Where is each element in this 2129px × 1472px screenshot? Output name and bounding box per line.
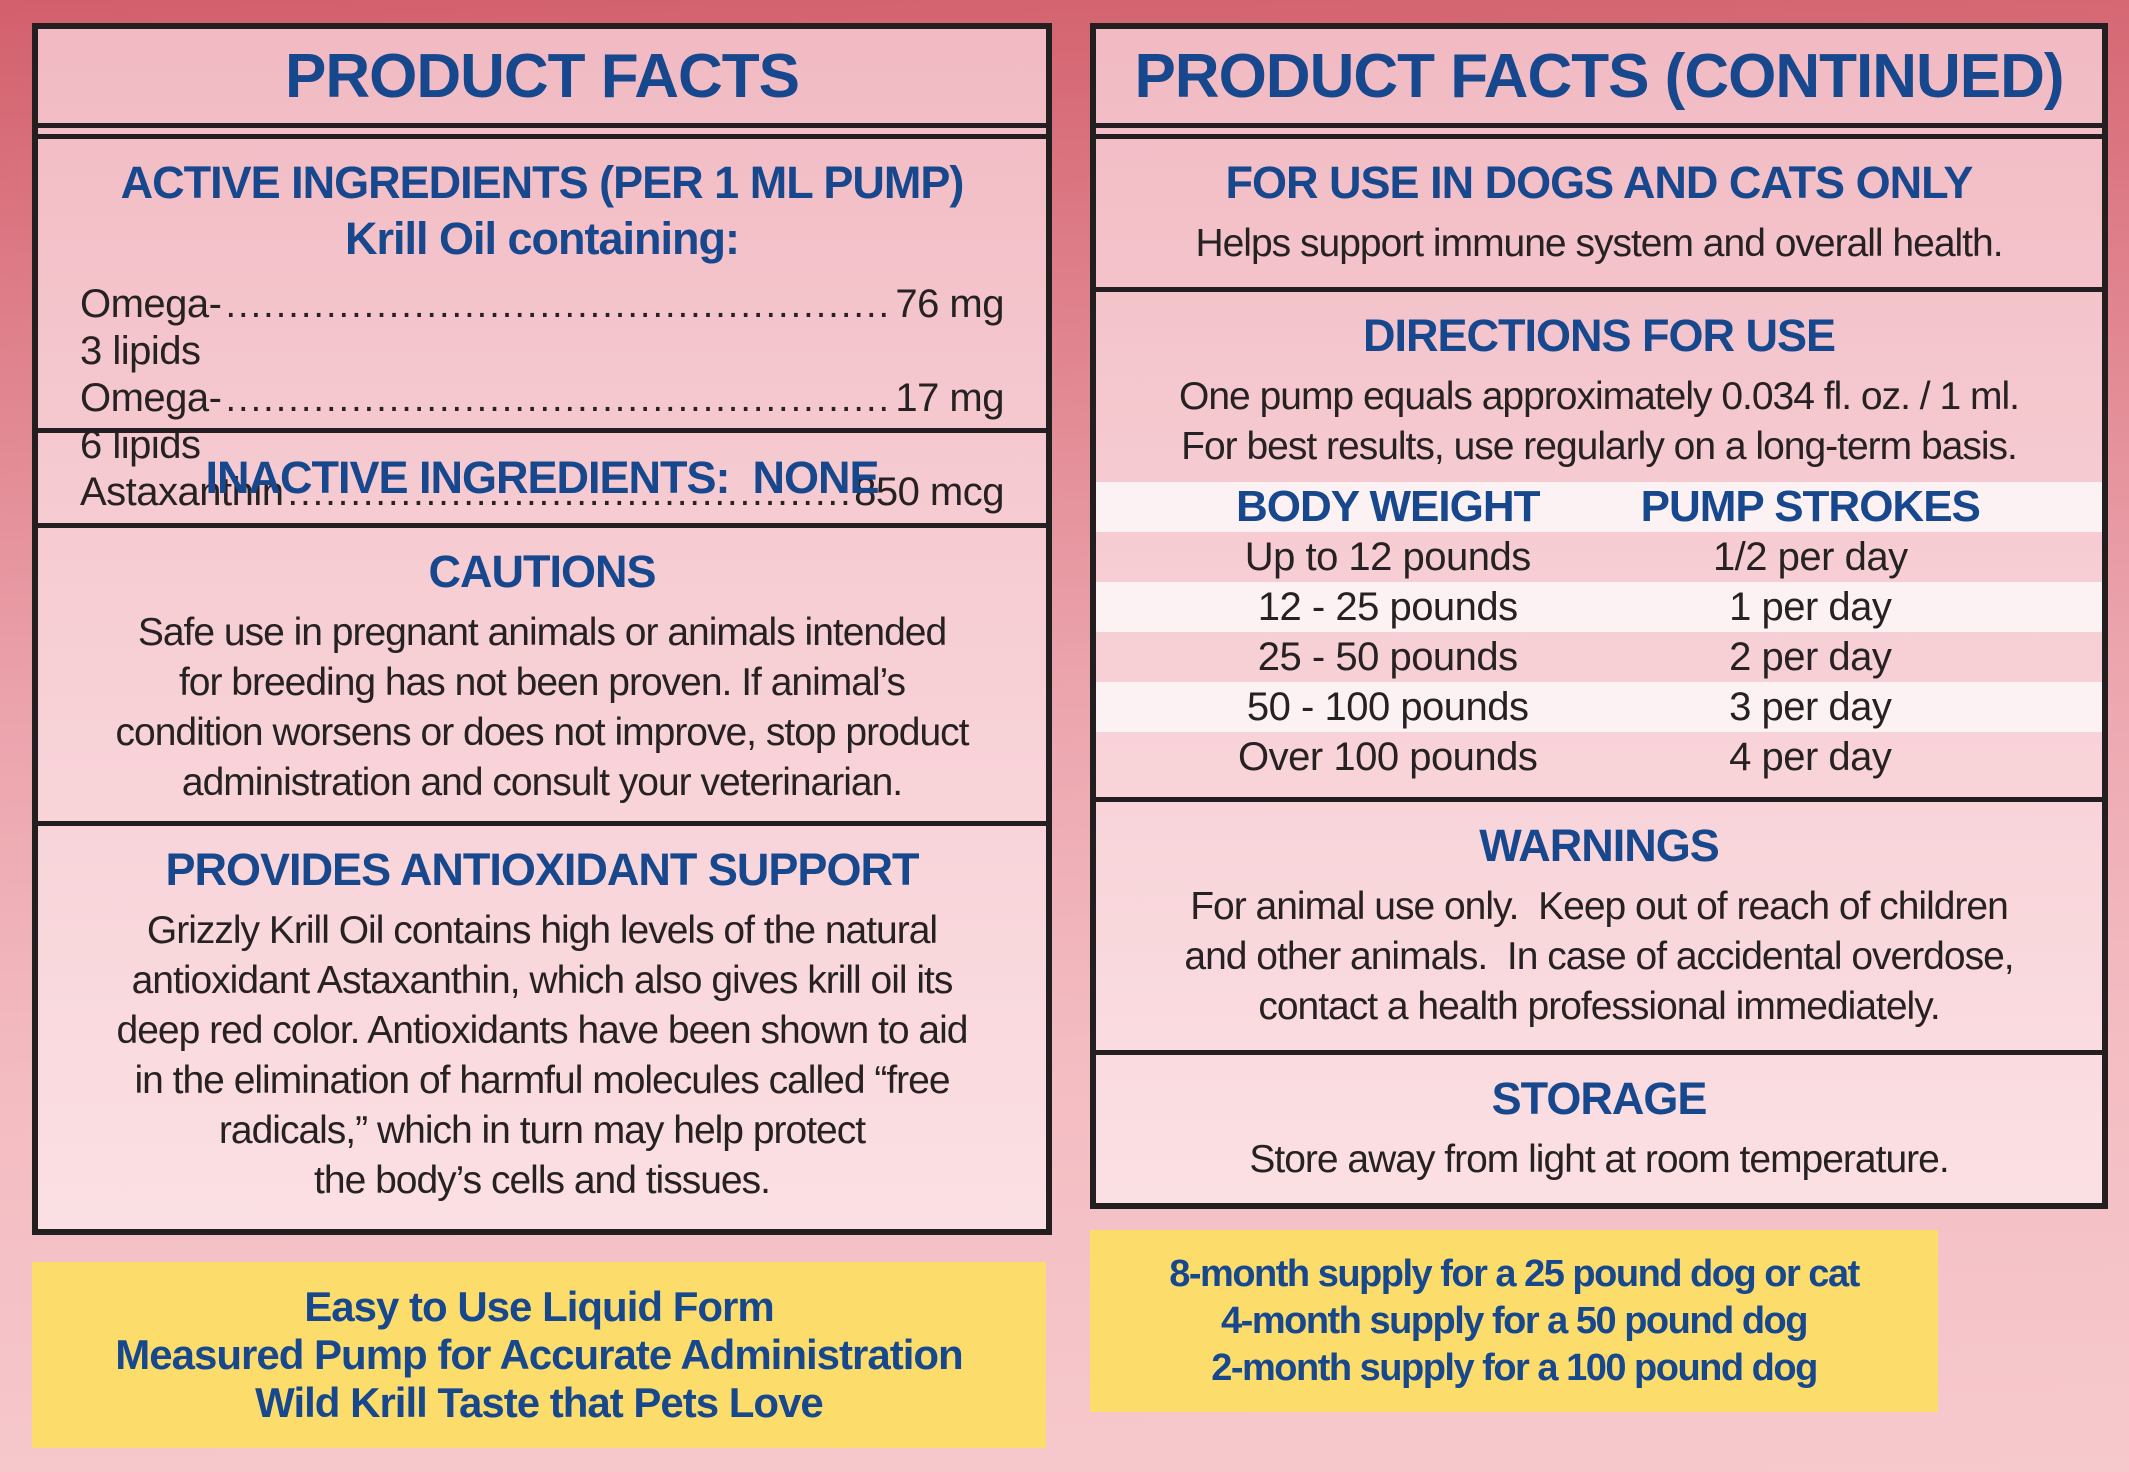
dot-leader [226, 281, 892, 329]
pump-strokes-cell: 2 per day [1729, 634, 1892, 679]
table-row: Over 100 pounds 4 per day [1096, 732, 2102, 782]
double-rule [1096, 134, 2102, 139]
ingredient-row: Astaxanthin 850 mcg [80, 469, 1004, 517]
product-facts-panel: PRODUCT FACTS ACTIVE INGREDIENTS (PER 1 … [32, 23, 1052, 1235]
warnings-heading: WARNINGS [1479, 820, 1720, 871]
section-cautions: CAUTIONS Safe use in pregnant animals or… [38, 523, 1046, 821]
highlight-box-left: Easy to Use Liquid Form Measured Pump fo… [32, 1262, 1046, 1448]
section-active-ingredients: ACTIVE INGREDIENTS (PER 1 ML PUMP) Krill… [38, 139, 1046, 514]
pump-strokes-cell: 1/2 per day [1712, 534, 1908, 579]
section-storage: STORAGE Store away from light at room te… [1096, 1050, 2102, 1203]
for-use-body: Helps support immune system and overall … [1195, 222, 2003, 265]
double-rule [38, 134, 1046, 139]
product-facts-continued-header: PRODUCT FACTS (CONTINUED) [1096, 29, 2102, 128]
warnings-body: For animal use only. Keep out of reach o… [1184, 885, 2014, 1028]
antioxidant-heading: PROVIDES ANTIOXIDANT SUPPORT [165, 844, 920, 895]
directions-heading: DIRECTIONS FOR USE [1362, 310, 1836, 361]
cautions-body: Safe use in pregnant animals or animals … [115, 611, 970, 804]
for-use-heading: FOR USE IN DOGS AND CATS ONLY [1225, 157, 1974, 208]
body-weight-cell: 12 - 25 pounds [1257, 584, 1518, 629]
ingredient-value: 850 mcg [854, 470, 1004, 514]
table-row: Up to 12 pounds 1/2 per day [1096, 532, 2102, 582]
ingredient-value: 76 mg [895, 282, 1004, 326]
section-warnings: WARNINGS For animal use only. Keep out o… [1096, 797, 2102, 1050]
product-facts-header: PRODUCT FACTS [38, 29, 1046, 128]
table-header-row: BODY WEIGHT PUMP STROKES [1096, 482, 2102, 532]
storage-body: Store away from light at room temperatur… [1249, 1138, 1949, 1181]
cautions-heading: CAUTIONS [428, 546, 657, 597]
active-ingredients-heading: ACTIVE INGREDIENTS (PER 1 ML PUMP) Krill… [120, 157, 965, 264]
table-row: 50 - 100 pounds 3 per day [1096, 682, 2102, 732]
section-for-use: FOR USE IN DOGS AND CATS ONLY Helps supp… [1096, 139, 2102, 287]
highlight-box-right: 8-month supply for a 25 pound dog or cat… [1090, 1230, 1938, 1412]
ingredient-value: 17 mg [895, 376, 1004, 420]
dot-leader [226, 375, 892, 423]
body-weight-cell: 50 - 100 pounds [1246, 684, 1529, 729]
body-weight-cell: Over 100 pounds [1238, 734, 1538, 779]
section-directions: DIRECTIONS FOR USE One pump equals appro… [1096, 287, 2102, 797]
panel-title: PRODUCT FACTS [285, 41, 800, 111]
ingredient-name: Omega-3 lipids [80, 282, 222, 373]
section-inactive-ingredients: INACTIVE INGREDIENTS: NONE [38, 428, 1046, 523]
section-antioxidant-support: PROVIDES ANTIOXIDANT SUPPORT Grizzly Kri… [38, 821, 1046, 1229]
inactive-ingredients-heading: INACTIVE INGREDIENTS: NONE [205, 452, 879, 503]
pump-strokes-cell: 1 per day [1729, 584, 1892, 629]
ingredient-name: Astaxanthin [80, 470, 284, 514]
pump-strokes-column-header: PUMP STROKES [1640, 482, 1981, 531]
body-weight-cell: 25 - 50 pounds [1257, 634, 1518, 679]
product-facts-continued-panel: PRODUCT FACTS (CONTINUED) FOR USE IN DOG… [1090, 23, 2108, 1209]
pump-strokes-cell: 3 per day [1729, 684, 1892, 729]
body-weight-column-header: BODY WEIGHT [1235, 482, 1541, 531]
pump-strokes-cell: 4 per day [1729, 734, 1892, 779]
directions-body: One pump equals approximately 0.034 fl. … [1179, 375, 2020, 468]
antioxidant-body: Grizzly Krill Oil contains high levels o… [116, 909, 969, 1202]
table-row: 25 - 50 pounds 2 per day [1096, 632, 2102, 682]
storage-heading: STORAGE [1491, 1073, 1708, 1124]
ingredient-row: Omega-3 lipids 76 mg [80, 281, 1004, 375]
table-row: 12 - 25 pounds 1 per day [1096, 582, 2102, 632]
body-weight-cell: Up to 12 pounds [1244, 534, 1532, 579]
dosage-table: BODY WEIGHT PUMP STROKES Up to 12 pounds… [1096, 482, 2102, 782]
panel-title: PRODUCT FACTS (CONTINUED) [1134, 41, 2064, 111]
